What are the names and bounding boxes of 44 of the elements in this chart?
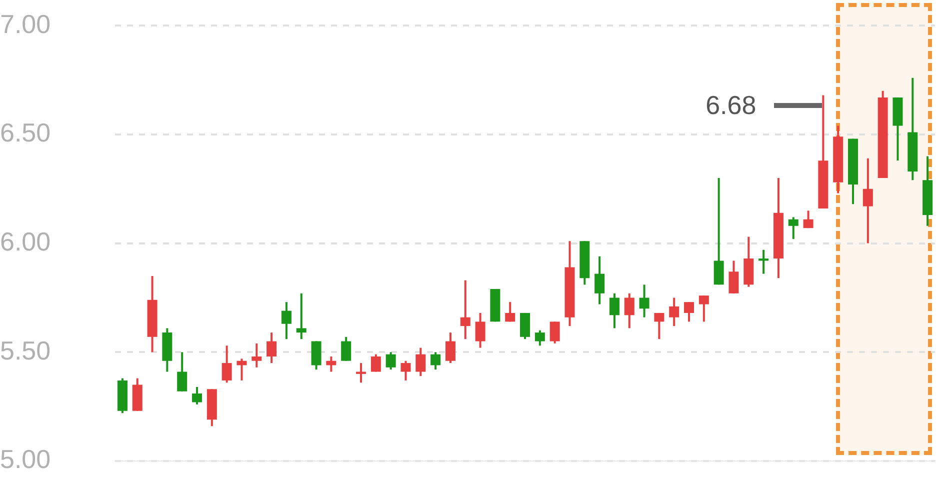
candlestick — [236, 358, 247, 382]
candlestick — [430, 351, 441, 371]
candlestick — [311, 340, 322, 371]
candlestick — [445, 332, 456, 364]
candlestick — [728, 260, 739, 294]
candlestick — [654, 312, 664, 340]
candlestick — [296, 292, 306, 340]
candlestick — [341, 336, 352, 362]
candlestick — [400, 360, 411, 382]
y-tick-label: 5.00 — [0, 444, 51, 474]
candlestick — [177, 351, 188, 392]
candlestick — [386, 351, 396, 371]
candlestick — [534, 329, 545, 347]
candlestick — [624, 292, 634, 330]
candlestick — [803, 210, 814, 230]
candlestick — [669, 296, 680, 328]
candlestick — [714, 176, 724, 286]
y-tick-label: 6.50 — [0, 118, 51, 148]
candlestick — [862, 157, 873, 244]
candlestick — [684, 301, 694, 323]
candlestick — [356, 362, 366, 384]
candlestick — [609, 292, 620, 330]
candlestick — [281, 301, 292, 340]
candlestick — [252, 342, 262, 368]
candlestick — [594, 255, 605, 306]
candlestick — [550, 320, 560, 344]
y-tick-label: 6.00 — [0, 226, 51, 256]
candlestick — [698, 294, 709, 323]
candlestick — [416, 346, 426, 378]
candlestick — [266, 332, 277, 364]
candlestick — [758, 248, 769, 275]
annotation: 6.68 — [706, 90, 756, 120]
candlestick — [520, 312, 530, 340]
y-tick-label: 7.00 — [0, 8, 51, 39]
candlestick — [370, 353, 381, 373]
y-tick-label: 5.50 — [0, 335, 51, 366]
candlestick — [326, 356, 336, 373]
candlestick — [460, 279, 470, 340]
candlestick — [505, 301, 516, 323]
candlestick — [475, 312, 486, 349]
candlestick — [222, 344, 232, 384]
candlestick — [192, 386, 202, 406]
candlestick — [639, 284, 650, 318]
candlestick — [788, 216, 798, 240]
